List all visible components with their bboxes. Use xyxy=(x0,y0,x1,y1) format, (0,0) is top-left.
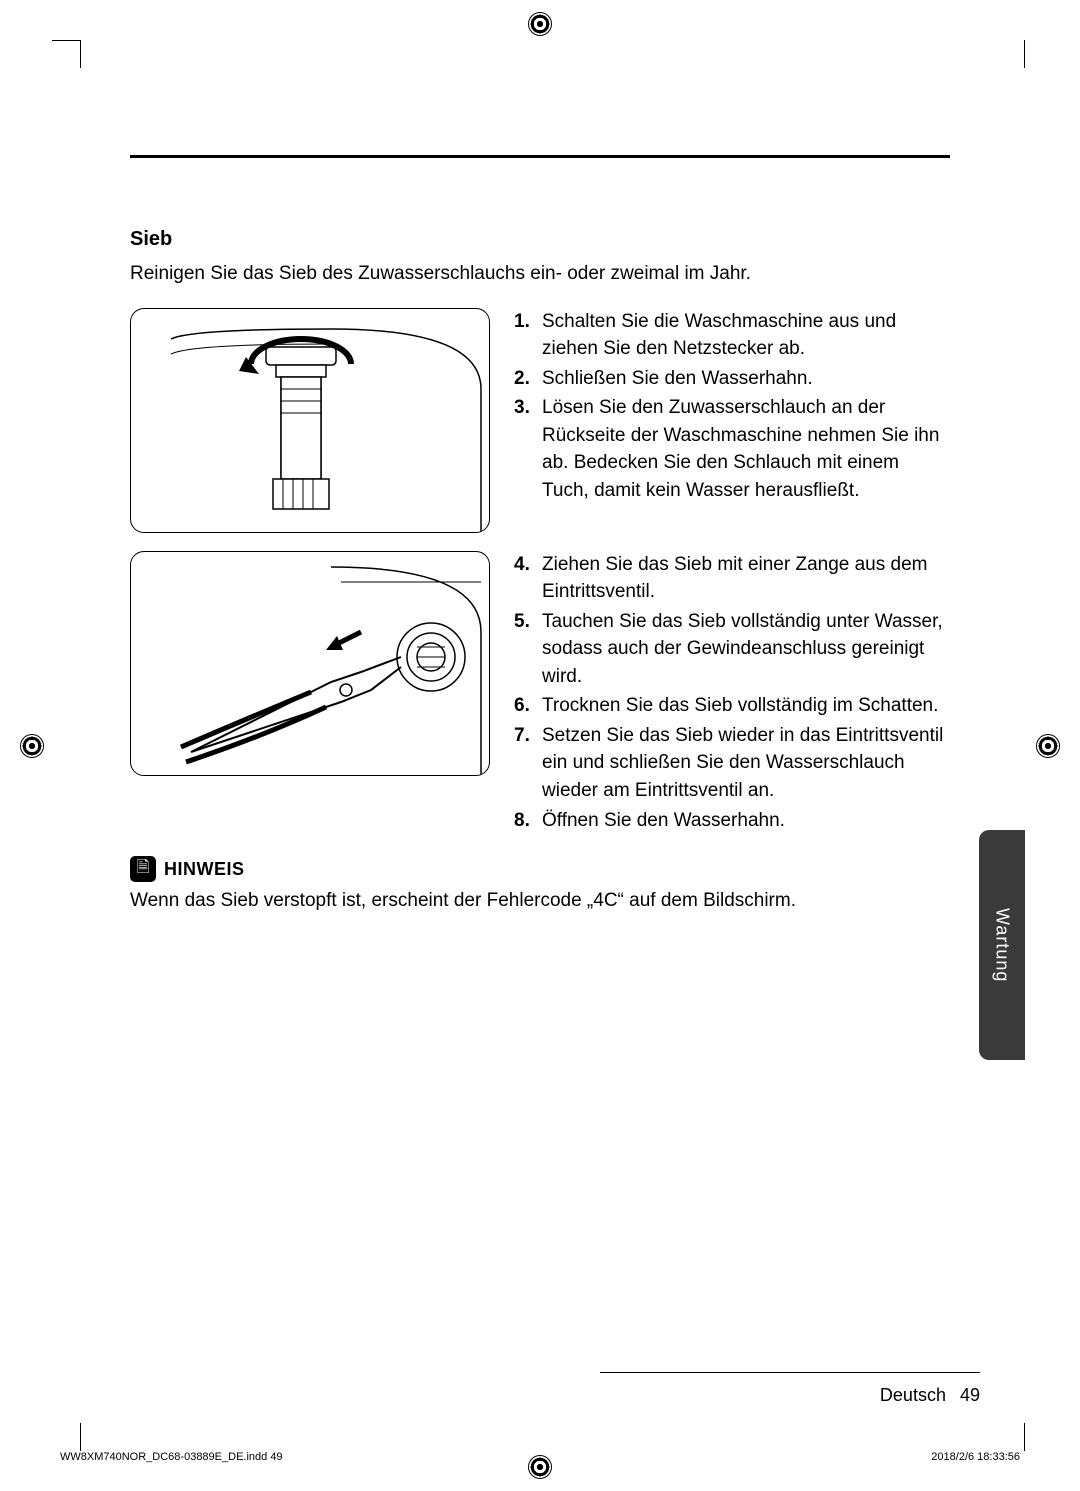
step-number: 5. xyxy=(514,608,542,691)
registration-mark-icon xyxy=(1036,734,1060,758)
top-rule xyxy=(130,155,950,158)
step-item: 1.Schalten Sie die Waschmaschine aus und… xyxy=(514,308,950,363)
steps-2: 4.Ziehen Sie das Sieb mit einer Zange au… xyxy=(514,551,950,836)
meta-filename: WW8XM740NOR_DC68-03889E_DE.indd 49 xyxy=(60,1451,283,1463)
step-text: Öffnen Sie den Wasserhahn. xyxy=(542,807,950,835)
figure-hose-disconnect xyxy=(130,308,490,533)
block-2: 4.Ziehen Sie das Sieb mit einer Zange au… xyxy=(130,551,950,836)
step-number: 2. xyxy=(514,365,542,393)
step-item: 7.Setzen Sie das Sieb wieder in das Eint… xyxy=(514,722,950,805)
page-footer: Deutsch 49 xyxy=(130,1385,980,1406)
section-intro: Reinigen Sie das Sieb des Zuwasserschlau… xyxy=(130,261,950,288)
note-label: HINWEIS xyxy=(164,859,245,880)
step-text: Schließen Sie den Wasserhahn. xyxy=(542,365,950,393)
side-tab-label: Wartung xyxy=(992,908,1013,982)
figure-pliers-filter xyxy=(130,551,490,776)
footer-language: Deutsch xyxy=(880,1385,946,1406)
note-icon: 🗎 xyxy=(130,856,156,882)
step-text: Setzen Sie das Sieb wieder in das Eintri… xyxy=(542,722,950,805)
step-item: 2.Schließen Sie den Wasserhahn. xyxy=(514,365,950,393)
footer-rule xyxy=(600,1372,980,1373)
page-content: Sieb Reinigen Sie das Sieb des Zuwassers… xyxy=(130,155,950,915)
registration-mark-icon xyxy=(20,734,44,758)
step-text: Tauchen Sie das Sieb vollständig unter W… xyxy=(542,608,950,691)
step-number: 7. xyxy=(514,722,542,805)
meta-timestamp: 2018/2/6 18:33:56 xyxy=(931,1451,1020,1463)
step-item: 4.Ziehen Sie das Sieb mit einer Zange au… xyxy=(514,551,950,606)
side-tab: Wartung xyxy=(979,830,1025,1060)
step-text: Ziehen Sie das Sieb mit einer Zange aus … xyxy=(542,551,950,606)
registration-mark-icon xyxy=(528,1455,552,1479)
step-number: 6. xyxy=(514,692,542,720)
step-item: 5.Tauchen Sie das Sieb vollständig unter… xyxy=(514,608,950,691)
step-number: 3. xyxy=(514,394,542,504)
step-text: Trocknen Sie das Sieb vollständig im Sch… xyxy=(542,692,950,720)
steps-1: 1.Schalten Sie die Waschmaschine aus und… xyxy=(514,308,950,533)
step-number: 8. xyxy=(514,807,542,835)
step-text: Lösen Sie den Zuwasserschlauch an der Rü… xyxy=(542,394,950,504)
step-item: 8.Öffnen Sie den Wasserhahn. xyxy=(514,807,950,835)
step-number: 4. xyxy=(514,551,542,606)
footer-page-number: 49 xyxy=(960,1385,980,1406)
step-text: Schalten Sie die Waschmaschine aus und z… xyxy=(542,308,950,363)
step-item: 6.Trocknen Sie das Sieb vollständig im S… xyxy=(514,692,950,720)
note-text: Wenn das Sieb verstopft ist, erscheint d… xyxy=(130,888,950,915)
section-title: Sieb xyxy=(130,228,950,251)
registration-mark-icon xyxy=(528,12,552,36)
step-number: 1. xyxy=(514,308,542,363)
block-1: 1.Schalten Sie die Waschmaschine aus und… xyxy=(130,308,950,533)
note-header: 🗎 HINWEIS xyxy=(130,856,950,882)
step-item: 3.Lösen Sie den Zuwasserschlauch an der … xyxy=(514,394,950,504)
